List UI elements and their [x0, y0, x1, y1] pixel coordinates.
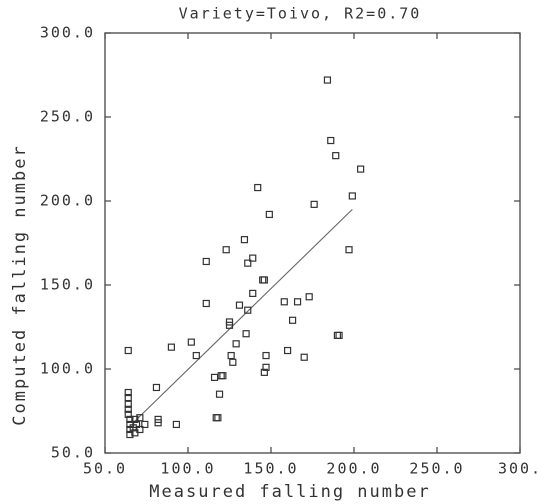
point	[192, 351, 200, 360]
point	[300, 353, 308, 361]
y-tick-label: 200.0	[40, 192, 95, 210]
point	[124, 346, 132, 355]
point	[262, 363, 270, 371]
point	[124, 405, 132, 413]
x-tick-label: 250.0	[409, 460, 464, 478]
point	[219, 372, 227, 380]
point	[242, 330, 250, 338]
point	[244, 259, 252, 267]
point	[214, 414, 222, 422]
point	[131, 415, 139, 423]
x-tick-label: 150.0	[243, 460, 298, 478]
point	[215, 390, 224, 398]
point	[293, 298, 302, 306]
point	[172, 420, 180, 429]
point	[210, 373, 219, 381]
y-tick-label: 300.0	[40, 24, 95, 42]
point	[124, 400, 132, 408]
point	[126, 415, 134, 423]
point	[141, 420, 149, 429]
point	[254, 183, 262, 192]
point	[154, 419, 162, 427]
point	[333, 331, 341, 339]
y-axis-label: Computed falling number	[10, 144, 30, 425]
point	[227, 351, 235, 360]
x-tick-label: 50.0	[83, 460, 127, 478]
point	[152, 383, 161, 392]
point	[335, 331, 343, 339]
point	[249, 289, 257, 297]
point	[212, 414, 220, 422]
point	[284, 346, 292, 355]
x-tick-label: 100.0	[160, 460, 215, 478]
point	[124, 393, 132, 402]
chart-title: Variety=Toivo, R2=0.70	[179, 5, 422, 23]
point	[265, 210, 273, 219]
y-tick-label: 250.0	[40, 108, 95, 126]
point	[323, 76, 332, 84]
x-tick-label: 300.	[498, 460, 538, 478]
plot-frame	[104, 32, 521, 454]
point	[332, 152, 340, 160]
point	[167, 343, 175, 351]
point	[259, 276, 267, 284]
point	[187, 338, 195, 346]
point	[310, 200, 318, 208]
point	[305, 293, 313, 301]
x-tick-label: 200.0	[326, 460, 381, 478]
point	[240, 236, 249, 244]
point	[288, 316, 297, 324]
y-tick-label: 150.0	[40, 276, 95, 294]
point	[202, 299, 210, 308]
point	[124, 388, 132, 397]
point	[225, 321, 234, 329]
point	[260, 368, 268, 376]
point	[280, 298, 288, 306]
point	[260, 276, 268, 284]
point	[235, 301, 244, 309]
point	[136, 414, 144, 422]
point	[249, 254, 257, 262]
point	[357, 165, 365, 173]
point	[244, 306, 252, 314]
point	[229, 358, 237, 366]
point	[345, 246, 353, 254]
point	[348, 192, 356, 200]
point	[262, 351, 270, 360]
point	[202, 257, 210, 266]
fit-line	[132, 209, 353, 424]
point	[217, 372, 225, 380]
y-tick-label: 100.0	[40, 360, 95, 378]
point	[124, 410, 132, 418]
point	[136, 425, 144, 434]
point	[327, 136, 335, 145]
point	[126, 430, 134, 439]
x-axis-label: Measured falling number	[149, 482, 430, 502]
point	[222, 246, 230, 254]
y-tick-label: 50.0	[51, 444, 95, 462]
point	[232, 340, 240, 348]
